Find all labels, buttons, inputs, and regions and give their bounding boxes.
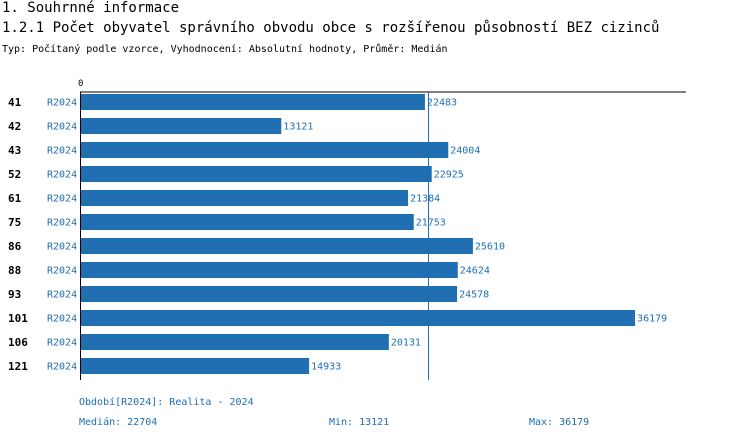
period-label: R2024 [47,242,77,253]
category-label: 106 [8,336,28,349]
data-label: 21753 [416,218,446,229]
period-label: R2024 [47,266,77,277]
chart-subtitle: Typ: Počítaný podle vzorce, Vyhodnocení:… [2,44,448,55]
period-label: R2024 [47,98,77,109]
bar [81,310,636,326]
period-label: R2024 [47,338,77,349]
x-tick-label: 0 [78,79,83,89]
bar [81,166,432,182]
bar-chart: 0 41 R2024 22483 42 R2024 13121 43 R2024 24004 52 R… [8,79,686,380]
category-label: 42 [8,120,21,133]
footer-max: Max: 36179 [529,417,590,428]
category-label: 43 [8,144,21,157]
bar [81,262,458,278]
data-label: 21384 [410,194,440,205]
category-label: 93 [8,288,21,301]
category-label: 101 [8,312,28,325]
bar [81,334,389,350]
category-label: 121 [8,360,28,373]
data-label: 24578 [459,290,489,301]
period-label: R2024 [47,146,77,157]
bar [81,238,473,254]
footer-median: Medián: 22704 [79,417,158,428]
bar [81,142,449,158]
period-label: R2024 [47,122,77,133]
period-label: R2024 [47,218,77,229]
category-label: 41 [8,96,22,109]
category-label: 86 [8,240,22,253]
data-label: 24004 [450,146,480,157]
data-label: 36179 [637,314,667,325]
data-label: 14933 [311,362,341,373]
period-label: R2024 [47,362,77,373]
section-title: 1. Souhrnné informace [2,0,180,16]
footer-period: Období[R2024]: Realita - 2024 [79,397,254,408]
data-label: 24624 [460,266,490,277]
data-label: 22925 [434,170,464,181]
period-label: R2024 [47,170,77,181]
category-label: 52 [8,168,21,181]
footer-min: Min: 13121 [329,417,390,428]
bar [81,286,458,302]
category-label: 61 [8,192,22,205]
period-label: R2024 [47,194,77,205]
bar [81,94,425,110]
category-label: 75 [8,216,21,229]
category-label: 88 [8,264,21,277]
bar [81,190,409,206]
chart-title: 1.2.1 Počet obyvatel správního obvodu ob… [2,20,660,36]
period-label: R2024 [47,314,77,325]
data-label: 22483 [427,98,457,109]
data-label: 13121 [283,122,313,133]
bar [81,214,414,230]
bar [81,358,310,374]
data-label: 25610 [475,242,505,253]
bar [81,118,282,134]
data-label: 20131 [391,338,421,349]
period-label: R2024 [47,290,77,301]
